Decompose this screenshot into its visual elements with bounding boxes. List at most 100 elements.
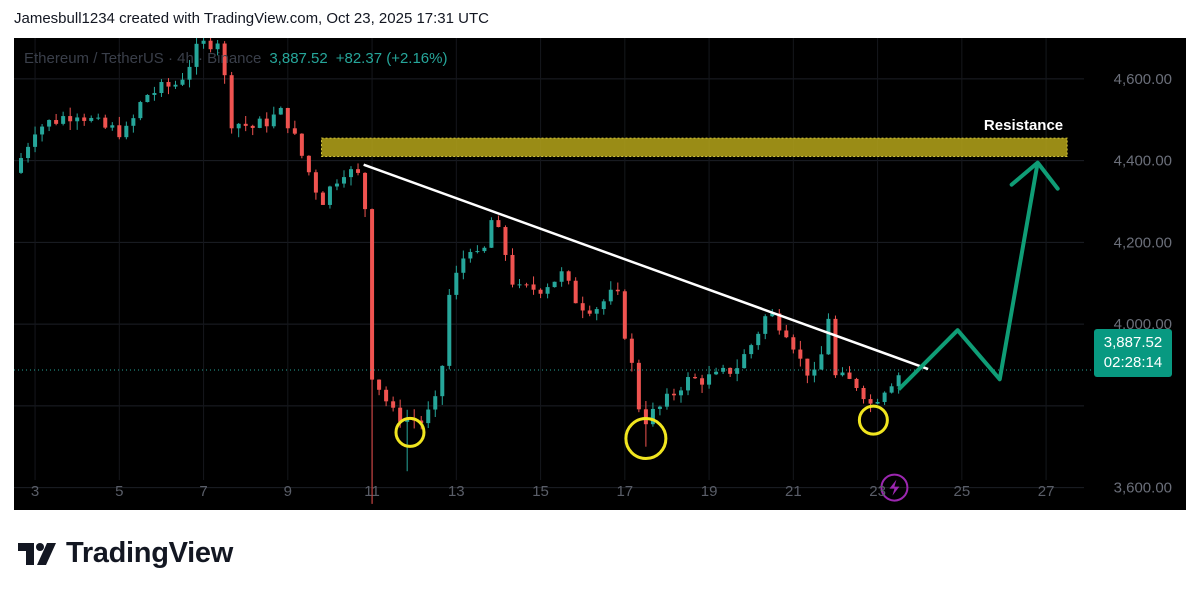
candle-body (805, 358, 810, 376)
chart-header-caption: Jamesbull1234 created with TradingView.c… (14, 10, 489, 27)
candle-body (545, 287, 550, 294)
candle-body (896, 375, 901, 387)
candle-body (749, 345, 754, 355)
x-tick-label: 9 (284, 483, 292, 500)
y-tick-label: 4,400.00 (1114, 153, 1172, 170)
x-tick-label: 11 (364, 483, 380, 500)
candle-body (756, 333, 761, 346)
candle-body (201, 40, 206, 44)
candle-body (96, 117, 101, 119)
candles (19, 38, 901, 504)
candle-body (707, 374, 712, 385)
candle-body (643, 409, 648, 425)
candlestick-chart[interactable]: Resistance 3 5 7 9 11 13 15 17 19 21 23 25 27 3,600.… (14, 38, 1186, 510)
candle-body (538, 289, 543, 294)
candle-body (222, 43, 227, 76)
candle-body (517, 284, 522, 286)
x-tick-label: 3 (31, 483, 39, 500)
candle-body (482, 247, 487, 252)
candle-body (349, 169, 354, 178)
candle-body (587, 310, 592, 314)
tradingview-brand[interactable]: TradingView (18, 537, 233, 570)
candle-body (742, 354, 747, 369)
candle-body (601, 301, 606, 310)
candle-body (68, 116, 73, 122)
candle-body (124, 125, 129, 138)
candle-body (19, 158, 24, 173)
candle-body (236, 123, 241, 129)
flash-icon (880, 473, 909, 502)
candle-body (594, 309, 599, 314)
candle-body (138, 102, 143, 119)
candle-body (700, 378, 705, 385)
candle-body (152, 93, 157, 95)
projection-arrowhead (1009, 160, 1060, 191)
candle-body (334, 183, 339, 187)
symbol-name: Ethereum / TetherUS · 4h · Binance (24, 50, 262, 67)
legend-price: 3,887.52 (269, 50, 328, 67)
candle-body (271, 114, 276, 127)
candle-body (678, 390, 683, 396)
candle-body (770, 313, 775, 317)
candle-body (292, 128, 297, 134)
candle-body (826, 318, 831, 355)
candle-body (89, 117, 94, 121)
candle-body (194, 43, 199, 67)
candle-body (812, 369, 817, 376)
candle-body (257, 118, 262, 128)
candle-body (615, 289, 620, 292)
candle-body (426, 409, 431, 424)
candle-body (671, 393, 676, 396)
candle-body (833, 318, 838, 376)
candle-body (875, 401, 880, 404)
candle-body (384, 389, 389, 402)
y-tick-label: 3,600.00 (1114, 480, 1172, 497)
low-marker-circle (857, 404, 889, 436)
candle-body (735, 368, 740, 374)
candle-body (861, 387, 866, 400)
candle-body (777, 313, 782, 331)
descending-trendline (363, 163, 929, 371)
candle-body (440, 365, 445, 397)
flash-bolt (889, 479, 900, 496)
candle-body (580, 303, 585, 311)
candle-body (285, 107, 290, 129)
candle-body (489, 220, 494, 248)
candle-body (798, 349, 803, 359)
x-tick-label: 19 (701, 483, 718, 500)
candle-body (229, 75, 234, 129)
candle-body (714, 371, 719, 375)
candle-body (356, 169, 361, 173)
candle-body (54, 120, 59, 124)
candle-body (166, 82, 171, 87)
candle-body (847, 372, 852, 379)
candle-body (622, 291, 627, 339)
x-axis: 3 5 7 9 11 13 15 17 19 21 23 25 27 (31, 483, 1055, 500)
candle-body (208, 40, 213, 50)
candle-body (686, 377, 691, 391)
candle-body (882, 392, 887, 402)
candle-body (496, 220, 501, 228)
candle-body (447, 294, 452, 366)
tradingview-logo-icon (18, 542, 56, 565)
candle-body (531, 284, 536, 290)
candle-body (608, 289, 613, 302)
candle-body (552, 281, 557, 288)
candle-body (784, 330, 789, 338)
brand-name: TradingView (66, 537, 233, 569)
candle-body (664, 393, 669, 407)
candle-body (243, 123, 248, 126)
resistance-label: Resistance (984, 117, 1063, 134)
y-tick-label: 4,000.00 (1114, 316, 1172, 333)
x-tick-label: 13 (448, 483, 465, 500)
projection-path (897, 162, 1040, 391)
chart-panel[interactable]: Resistance 3 5 7 9 11 13 15 17 19 21 23 25 27 3,600.… (14, 38, 1186, 510)
candle-body (180, 79, 185, 85)
grid-lines (14, 38, 1084, 489)
candle-body (629, 338, 634, 363)
candle-body (187, 66, 192, 80)
legend-change: +82.37 (+2.16%) (335, 50, 448, 67)
x-tick-label: 7 (199, 483, 207, 500)
candle-body (299, 133, 304, 156)
y-tick-label: 4,200.00 (1114, 234, 1172, 251)
